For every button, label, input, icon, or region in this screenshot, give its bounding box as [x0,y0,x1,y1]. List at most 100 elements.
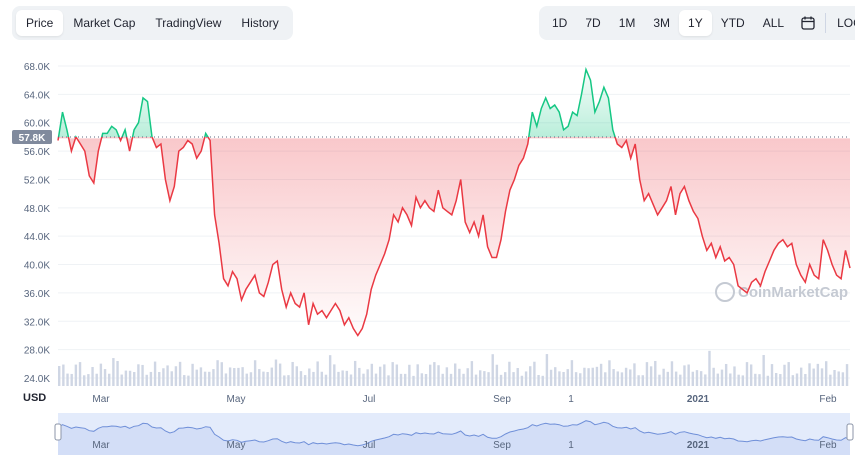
volume-bar [274,359,278,386]
x-tick-label: 1 [568,394,574,405]
volume-bar [283,375,286,386]
volume-bar [537,375,540,386]
volume-bar [758,374,761,386]
x-tick-label: May [227,394,246,405]
volume-bar [616,371,619,386]
watermark: CoinMarketCap [715,282,848,302]
range-ytd-button[interactable]: YTD [720,16,745,30]
range-1m-button[interactable]: 1M [618,16,636,30]
volume-bar [399,373,403,386]
range-divider [825,13,827,33]
volume-bar [303,375,307,386]
volume-bar [324,374,328,386]
volume-bar [729,373,732,386]
currency-label: USD [23,392,46,404]
price-lines [57,66,851,337]
volume-bar [608,360,611,386]
volume-bar [808,363,811,386]
navigator-tick-label: Sep [493,440,511,451]
volume-bar [454,363,457,386]
volume-bar [541,375,544,386]
volume-bar [508,361,511,386]
volume-bar [241,367,244,386]
volume-bar [291,361,294,386]
x-tick-label: Feb [819,394,837,405]
range-7d-button[interactable]: 7D [585,16,601,30]
range-navigator[interactable]: Mar May Jul Sep 1 2021 Feb [54,413,854,455]
volume-bar [333,364,336,386]
y-tick-label: 36.0K [24,289,50,300]
volume-bar [629,369,632,386]
volume-bar [449,373,453,386]
current-price-label: 57.8K [19,133,46,144]
tab-history[interactable]: History [241,16,279,30]
volume-bar [516,368,519,386]
volume-bar [591,367,594,386]
volume-bar [345,370,349,386]
volume-bar [679,374,682,386]
date-range-button[interactable] [793,10,823,36]
volume-bar [737,374,740,386]
volume-bar [95,373,98,386]
above-reference-area [58,69,616,137]
volume-bar [278,363,282,386]
volume-bar [191,363,194,386]
volume-bar [145,374,148,386]
range-1y-button[interactable]: 1Y [679,10,712,36]
volume-bar [658,374,661,386]
y-tick-label: 64.0K [24,90,50,101]
navigator-tick-label: 1 [568,440,574,451]
y-tick-label: 52.0K [24,175,50,186]
volume-bar [470,361,474,386]
navigator-handle[interactable] [54,423,62,441]
volume-bar [237,367,240,386]
volume-bar [595,366,599,386]
volume-bar [549,369,553,386]
volume-bar [287,375,290,386]
navigator-handle[interactable] [846,423,854,441]
volume-bar [483,371,486,386]
volume-bar [587,368,590,386]
volume-bar [199,367,203,386]
volume-bar [845,364,849,386]
x-tick-label: Jul [363,394,376,405]
volume-bar [612,369,615,386]
volume-bar [491,354,494,386]
volume-bar [133,372,136,386]
volume-bar [437,365,440,386]
tab-price[interactable]: Price [16,10,64,36]
volume-bar [524,371,528,386]
navigator-tick-label: Jul [363,440,376,451]
range-1d-button[interactable]: 1D [552,16,568,30]
volume-bar [83,375,86,386]
volume-bar [770,364,774,386]
volume-bar [420,373,424,386]
volume-bar [266,372,269,386]
navigator-tick-label: Mar [92,440,110,451]
volume-bar [674,371,678,386]
range-3m-button[interactable]: 3M [653,16,671,30]
volume-bar [112,358,115,386]
tab-market-cap[interactable]: Market Cap [73,16,136,30]
volume-bar [124,370,128,386]
volume-bar [320,371,324,386]
y-tick-label: 48.0K [24,204,50,215]
time-range-selector: 1D 7D 1M 3M 1Y YTD ALL LOG [539,6,855,40]
volume-bar [62,364,65,386]
volume-bar [520,375,524,386]
volume-bar [599,363,603,386]
volume-bar [554,367,557,386]
volume-bar [708,350,711,386]
range-all-button[interactable]: ALL [762,16,785,30]
volume-bar [416,364,419,386]
volume-bar [195,369,198,386]
volume-bar [316,361,319,386]
log-scale-toggle[interactable]: LOG [837,16,855,30]
volume-bar [387,375,390,386]
volume-bar [424,373,428,386]
tab-tradingview[interactable]: TradingView [155,16,222,30]
volume-bar [374,373,378,386]
volume-bar [378,366,382,386]
volume-bar [704,374,707,386]
